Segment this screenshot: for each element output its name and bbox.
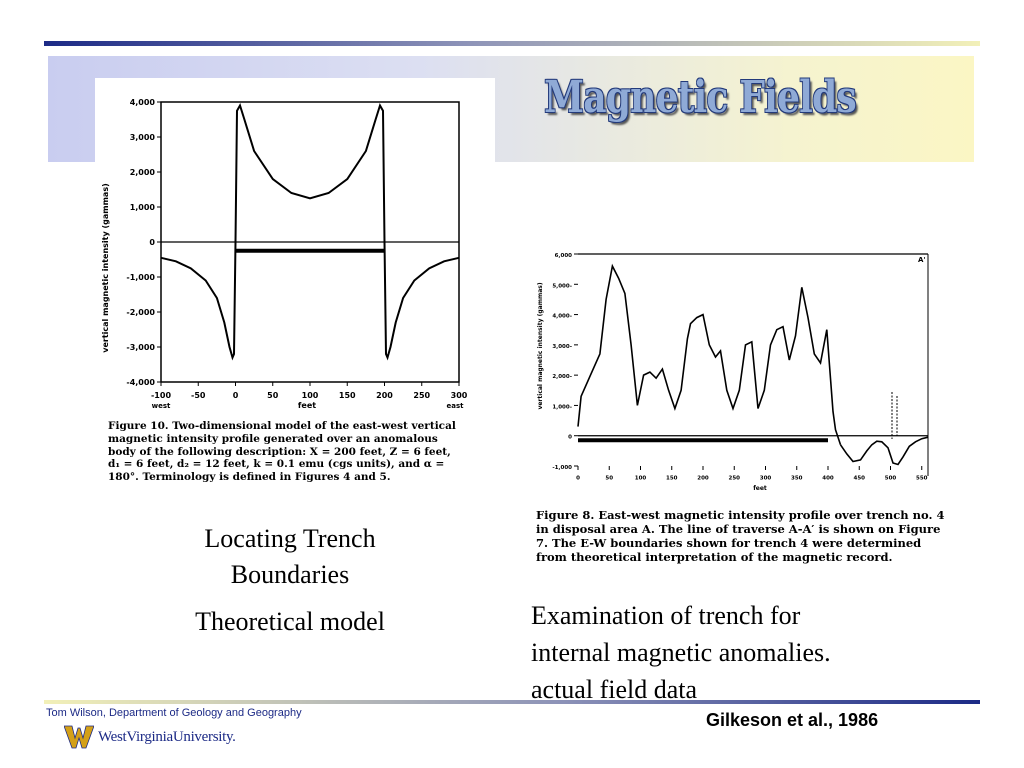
slide-title: Magnetic Fields: [544, 72, 857, 123]
left-x-tick-label: 0: [233, 391, 239, 400]
right-figure-caption: Figure 8. East-west magnetic intensity p…: [536, 508, 945, 565]
left-x-tick-label: 200: [376, 391, 393, 400]
right-y-tick-label: 4,000-: [552, 314, 572, 320]
right-intensity-curve-1: [577, 263, 842, 446]
left-intensity-curve: [160, 103, 460, 361]
left-y-tick-label: -4,000: [126, 378, 155, 387]
right-x-tick-label: 200: [697, 476, 709, 482]
left-x-ticks: -100 -50 0 50 100 150 200 250 300: [151, 382, 468, 400]
right-y-tick-label: 6,000: [555, 253, 573, 259]
right-x-tick-label: 0: [576, 476, 580, 482]
left-x-tick-label: 100: [302, 391, 319, 400]
right-description-line-2: internal magnetic anomalies.: [531, 637, 831, 667]
wvu-flying-wv-icon: [64, 725, 94, 749]
right-y-tick-label: 5,000-: [552, 283, 572, 289]
left-y-tick-label: -1,000: [126, 273, 155, 282]
figure-field-data: vertical magnetic intensity (gammas) -1,…: [520, 236, 940, 592]
right-y-axis-label: vertical magnetic intensity (gammas): [537, 282, 544, 409]
wvu-logo-text: WestVirginiaUniversity.: [98, 728, 236, 745]
right-x-tick-label: 550: [916, 476, 928, 482]
left-x-tick-label: -50: [191, 391, 206, 400]
right-x-axis-label: feet: [753, 485, 767, 492]
left-x-tick-label: 50: [267, 391, 279, 400]
theoretical-profile-chart: vertical magnetic intensity (gammas) -4,…: [101, 98, 468, 410]
right-x-tick-label: 350: [791, 476, 803, 482]
right-x-tick-label: 500: [885, 476, 897, 482]
left-y-tick-label: -3,000: [126, 343, 155, 352]
right-description-line-1: Examination of trench for: [531, 601, 801, 630]
left-y-ticks: -4,000 -3,000 -2,000 -1,000 0 1,000 2,000 3,000…: [126, 98, 161, 387]
left-figure-caption: Figure 10. Two-dimensional model of the …: [108, 420, 456, 484]
wvu-logo: WestVirginiaUniversity.: [64, 724, 236, 750]
left-x-west-label: west: [152, 402, 171, 410]
left-y-tick-label: 4,000: [130, 98, 156, 107]
right-y-tick-label: 1,000-: [552, 404, 572, 410]
left-x-axis-label: feet: [298, 401, 316, 410]
left-y-tick-label: 1,000: [130, 203, 156, 212]
right-y-tick-label: 0: [568, 435, 572, 441]
right-intensity-curve-2: [839, 436, 929, 466]
left-x-tick-label: 300: [451, 391, 468, 400]
left-y-tick-label: 0: [149, 238, 155, 247]
left-y-tick-label: 2,000: [130, 168, 156, 177]
left-y-axis-label: vertical magnetic intensity (gammas): [101, 183, 110, 352]
figure-theoretical-model: vertical magnetic intensity (gammas) -4,…: [95, 78, 495, 493]
top-rule: [44, 41, 980, 46]
left-y-tick-label: -2,000: [126, 308, 155, 317]
right-x-tick-label: 150: [666, 476, 678, 482]
right-y-tick-label: -1,000: [552, 465, 572, 471]
field-profile-chart: vertical magnetic intensity (gammas) -1,…: [537, 253, 929, 492]
citation: Gilkeson et al., 1986: [706, 710, 879, 730]
right-x-tick-label: 400: [822, 476, 834, 482]
right-x-tick-label: 450: [854, 476, 866, 482]
left-x-tick-label: -100: [151, 391, 171, 400]
left-description-line-1: Locating Trench Boundaries: [204, 524, 376, 590]
left-y-tick-label: 3,000: [130, 133, 156, 142]
right-x-tick-label: 100: [635, 476, 647, 482]
right-description-line-3: actual field data: [531, 674, 698, 704]
right-intensity-curves: [577, 263, 929, 466]
footer-credit: Tom Wilson, Department of Geology and Ge…: [46, 707, 302, 719]
left-description: Locating Trench Boundaries Theoretical m…: [150, 521, 430, 640]
bottom-rule: [44, 700, 980, 704]
left-x-tick-label: 250: [413, 391, 430, 400]
left-x-east-label: east: [447, 402, 465, 410]
right-description: Examination of trench for internal magne…: [531, 598, 951, 709]
right-x-tick-label: 50: [605, 476, 613, 482]
right-y-ticks: -1,000 0 1,000- 2,000- 3,000- 4,000- 5,000- 6,0…: [552, 253, 578, 471]
right-x-tick-label: 250: [729, 476, 741, 482]
right-annotation: A': [918, 256, 926, 264]
right-y-tick-label: 2,000-: [552, 374, 572, 380]
left-description-line-2: Theoretical model: [195, 606, 385, 636]
left-x-tick-label: 150: [339, 391, 356, 400]
right-x-tick-label: 300: [760, 476, 772, 482]
right-x-ticks: 0 50 100 150 200 250 300 350 400 450 500 550: [576, 466, 928, 482]
right-y-tick-label: 3,000-: [552, 344, 572, 350]
